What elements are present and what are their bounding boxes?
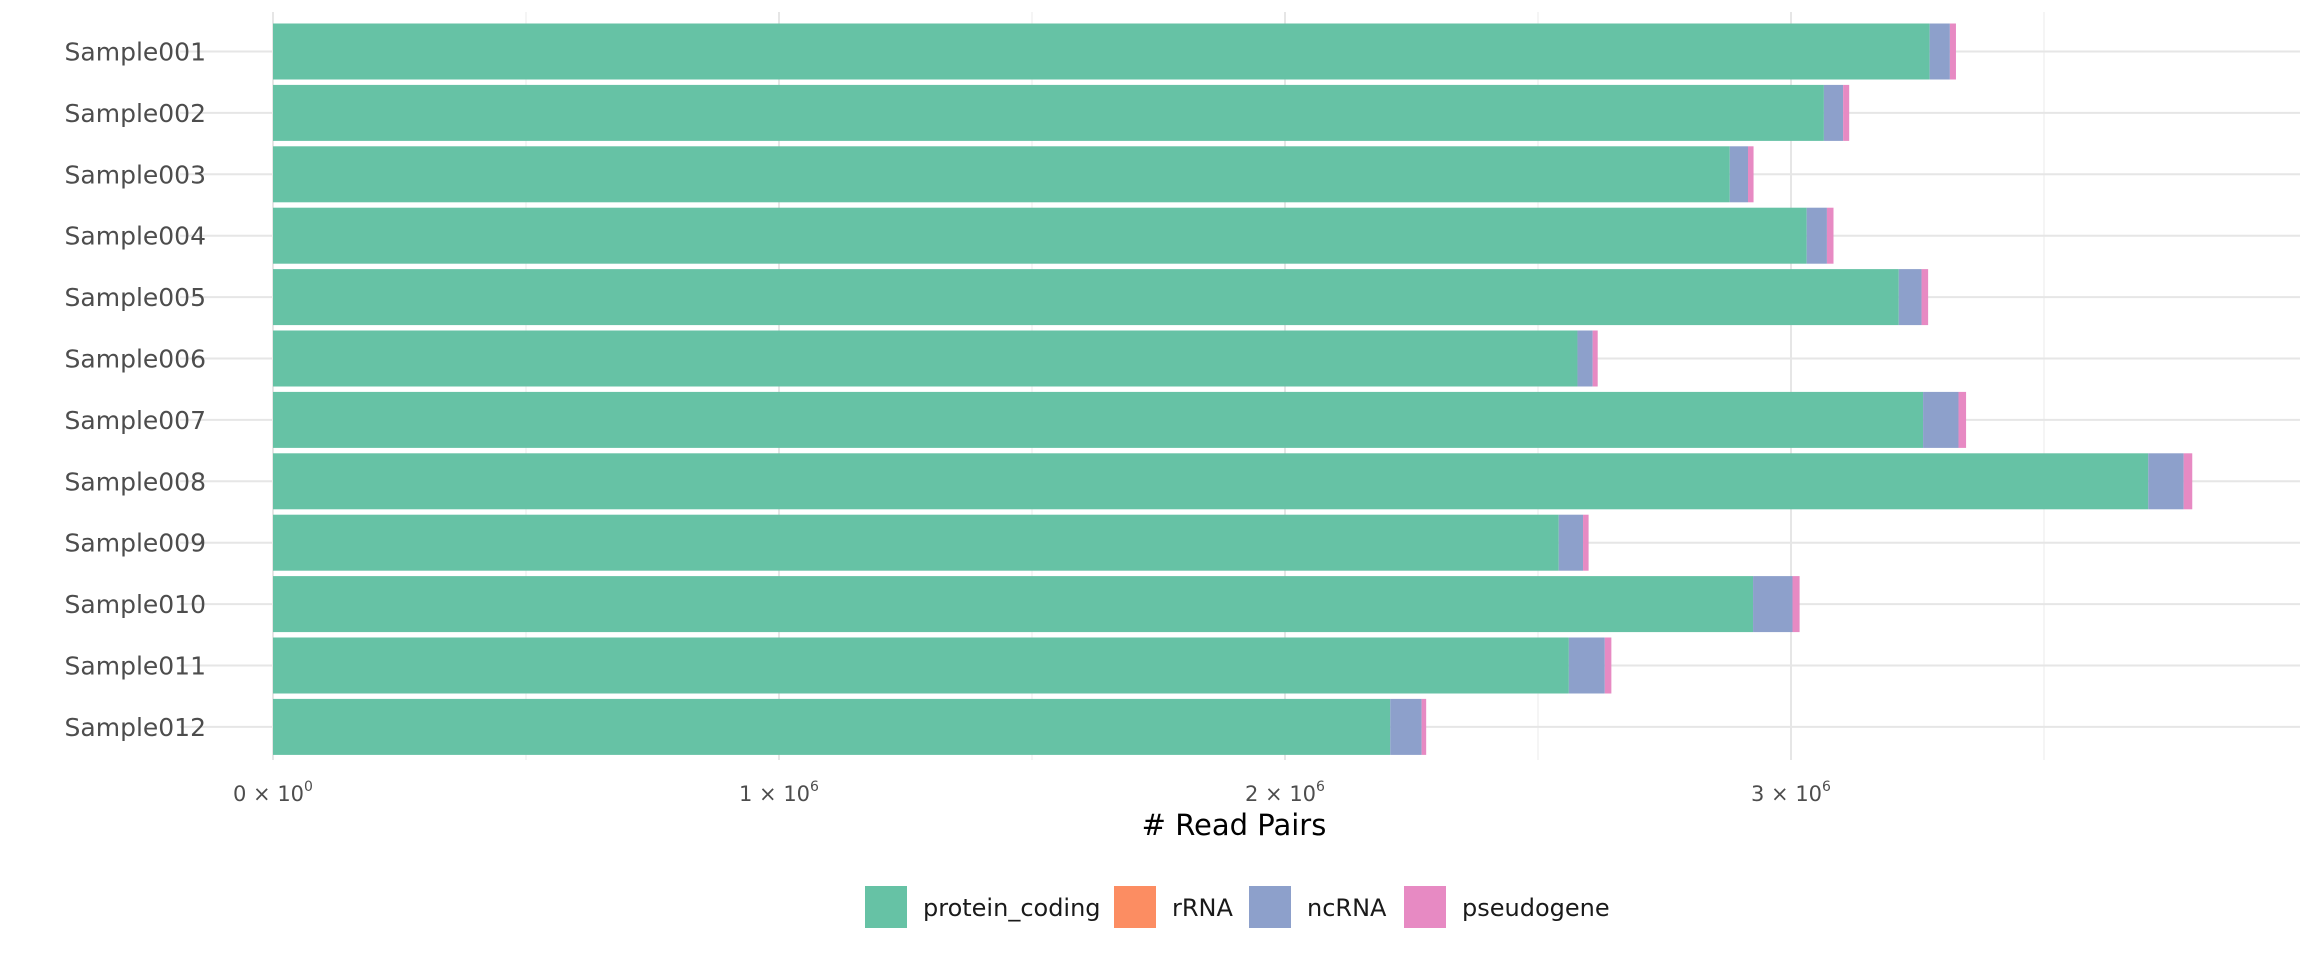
x-tick-exponent: 6 xyxy=(1316,779,1325,795)
x-tick-base: 1 × 10 xyxy=(739,782,810,806)
bar-segment-ncRNA xyxy=(1568,637,1605,694)
category-label: Sample009 xyxy=(65,529,206,558)
bar-segment-protein_coding xyxy=(273,514,1559,571)
bar-segment-protein_coding xyxy=(273,698,1391,755)
bar-segment-pseudogene xyxy=(1843,84,1850,141)
legend-label: rRNA xyxy=(1172,894,1233,922)
legend-key-protein_coding xyxy=(865,886,907,928)
bar-segment-ncRNA xyxy=(1923,391,1959,448)
category-label: Sample006 xyxy=(65,345,206,374)
bar-segment-ncRNA xyxy=(1390,698,1422,755)
bar-segment-ncRNA xyxy=(1729,146,1748,203)
bar-segment-ncRNA xyxy=(2148,453,2184,510)
bar-segment-protein_coding xyxy=(273,269,1899,326)
bar-segment-protein_coding xyxy=(273,146,1730,203)
bar-segment-protein_coding xyxy=(273,576,1754,633)
bars xyxy=(273,23,2193,755)
category-label: Sample012 xyxy=(65,713,206,742)
x-tick-base: 0 × 10 xyxy=(233,782,304,806)
bar-segment-ncRNA xyxy=(1558,514,1584,571)
legend-key-pseudogene xyxy=(1404,886,1446,928)
category-labels: Sample001 Sample002 Sample003 Sample004 Samp… xyxy=(65,38,206,742)
x-axis-title: # Read Pairs xyxy=(1142,808,1327,842)
x-tick-exponent: 0 xyxy=(304,779,313,795)
bar-segment-ncRNA xyxy=(1929,23,1950,80)
category-label: Sample007 xyxy=(65,406,206,435)
bar-segment-pseudogene xyxy=(1921,269,1929,326)
category-label: Sample001 xyxy=(65,38,206,67)
bar-segment-pseudogene xyxy=(1583,514,1589,571)
bar-segment-protein_coding xyxy=(273,391,1924,448)
x-tick-label: 2 × 106 xyxy=(1245,779,1325,806)
legend-label: pseudogene xyxy=(1462,894,1610,922)
x-tick-base: 2 × 10 xyxy=(1245,782,1316,806)
bar-segment-ncRNA xyxy=(1806,207,1827,264)
legend-label: ncRNA xyxy=(1307,894,1387,922)
category-label: Sample010 xyxy=(65,590,206,619)
bar-segment-pseudogene xyxy=(2183,453,2193,510)
bar-segment-protein_coding xyxy=(273,207,1807,264)
bar-segment-pseudogene xyxy=(1604,637,1612,694)
legend-key-ncRNA xyxy=(1249,886,1291,928)
bar-segment-protein_coding xyxy=(273,84,1824,141)
bar-segment-pseudogene xyxy=(1958,391,1967,448)
category-label: Sample011 xyxy=(65,652,206,681)
category-label: Sample004 xyxy=(65,222,206,251)
x-tick-exponent: 6 xyxy=(810,779,819,795)
bar-segment-pseudogene xyxy=(1792,576,1800,633)
x-tick-label: 0 × 100 xyxy=(233,779,313,806)
bar-segment-pseudogene xyxy=(1826,207,1834,264)
bar-segment-pseudogene xyxy=(1949,23,1956,80)
category-label: Sample005 xyxy=(65,283,206,312)
bar-segment-pseudogene xyxy=(1747,146,1754,203)
bar-segment-protein_coding xyxy=(273,637,1569,694)
x-tick-label: 1 × 106 xyxy=(739,779,819,806)
bar-segment-protein_coding xyxy=(273,453,2149,510)
bar-segment-protein_coding xyxy=(273,330,1578,387)
category-label: Sample002 xyxy=(65,99,206,128)
bar-segment-ncRNA xyxy=(1823,84,1844,141)
bar-segment-ncRNA xyxy=(1898,269,1922,326)
legend: protein_coding rRNA ncRNA pseudogene xyxy=(865,886,1610,928)
bar-segment-protein_coding xyxy=(273,23,1930,80)
x-tick-label: 3 × 106 xyxy=(1751,779,1831,806)
bar-segment-pseudogene xyxy=(1421,698,1427,755)
bar-segment-pseudogene xyxy=(1592,330,1598,387)
x-tick-exponent: 6 xyxy=(1822,779,1831,795)
category-label: Sample003 xyxy=(65,160,206,189)
bar-segment-ncRNA xyxy=(1753,576,1793,633)
x-tick-base: 3 × 10 xyxy=(1751,782,1822,806)
legend-label: protein_coding xyxy=(923,894,1101,922)
category-label: Sample008 xyxy=(65,467,206,496)
legend-key-rRNA xyxy=(1114,886,1156,928)
bar-segment-ncRNA xyxy=(1577,330,1593,387)
x-tick-labels: 0 × 100 1 × 106 2 × 106 3 × 106 xyxy=(233,779,1831,806)
